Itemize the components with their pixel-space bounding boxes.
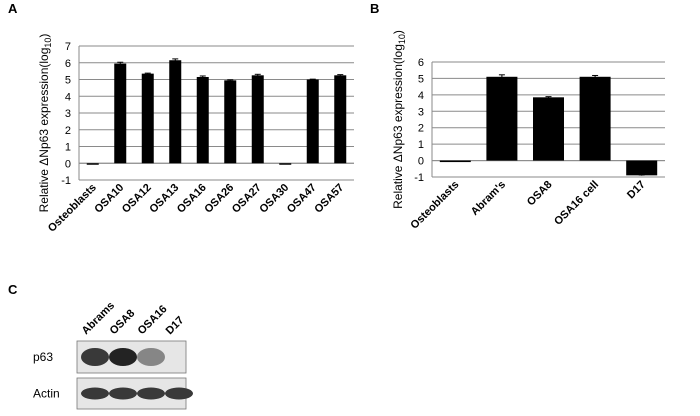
- blot-band: [109, 387, 137, 400]
- bar: [533, 97, 564, 161]
- bar: [334, 75, 347, 164]
- lane-label: OSA16: [136, 303, 170, 337]
- y-tick-label: 4: [65, 91, 71, 103]
- lane-label: D17: [164, 314, 187, 337]
- bar: [626, 160, 658, 176]
- y-tick-label: 0: [418, 156, 424, 168]
- y-tick-label: -1: [414, 172, 424, 184]
- y-tick-label: 2: [418, 123, 424, 135]
- y-tick-label: 1: [418, 139, 424, 151]
- bar: [141, 73, 154, 164]
- y-tick-label: 2: [65, 125, 71, 137]
- y-tick-label: 4: [418, 90, 424, 102]
- blot-row-label: p63: [33, 350, 53, 364]
- y-tick-label: -1: [61, 175, 71, 187]
- blot-row-label: Actin: [33, 387, 60, 401]
- bar: [486, 76, 518, 161]
- bar: [224, 80, 237, 164]
- bar: [279, 163, 292, 165]
- y-axis-label: Relative ΔNp63 expression(log10): [391, 30, 407, 209]
- y-tick-label: 6: [418, 57, 424, 69]
- bar: [439, 160, 471, 163]
- blot-band: [137, 348, 165, 366]
- panel-a-label: A: [8, 1, 18, 16]
- y-tick-label: 3: [418, 106, 424, 118]
- y-axis-label: Relative ΔNp63 expression(log10): [37, 34, 53, 213]
- bar: [579, 76, 611, 161]
- bar: [306, 79, 319, 164]
- y-tick-label: 1: [65, 142, 71, 154]
- blot-band: [165, 387, 193, 400]
- bar: [196, 76, 209, 164]
- bar: [86, 163, 99, 165]
- bar: [114, 63, 127, 164]
- y-tick-label: 5: [418, 73, 424, 85]
- y-tick-label: 0: [65, 158, 71, 170]
- blot-band: [81, 348, 109, 366]
- y-tick-label: 7: [65, 41, 71, 53]
- bar: [251, 75, 264, 164]
- blot-band: [81, 387, 109, 400]
- panel-c-label: C: [8, 282, 18, 297]
- y-tick-label: 5: [65, 75, 71, 87]
- blot-band: [109, 348, 137, 366]
- bar: [169, 60, 182, 164]
- blot-band: [137, 387, 165, 400]
- y-tick-label: 3: [65, 108, 71, 120]
- panel-b-label: B: [370, 1, 380, 16]
- y-tick-label: 6: [65, 58, 71, 70]
